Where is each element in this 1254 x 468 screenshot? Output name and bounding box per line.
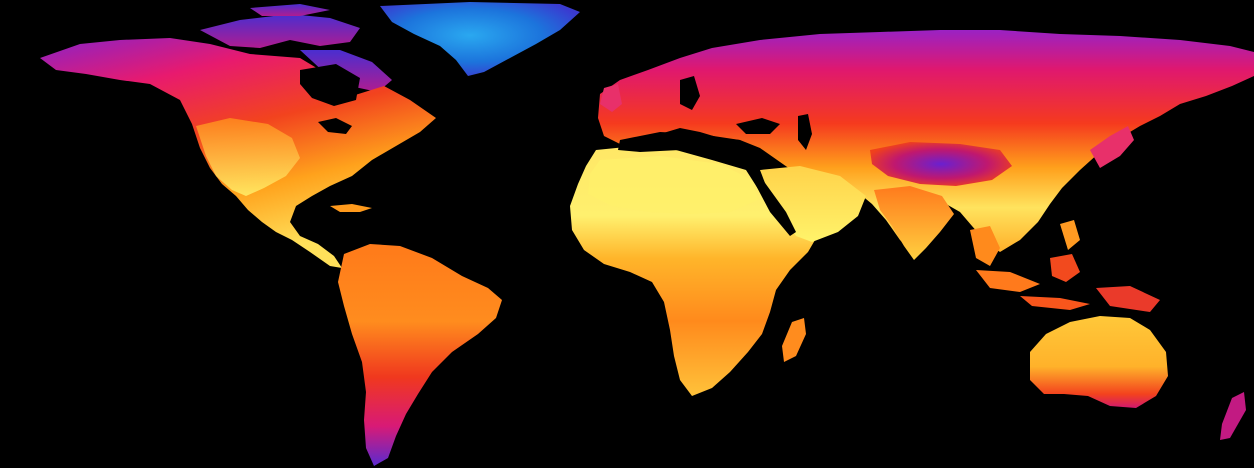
australia bbox=[1030, 316, 1168, 408]
indian-subcontinent bbox=[874, 186, 954, 260]
great-lakes bbox=[318, 118, 352, 134]
japan bbox=[1090, 126, 1134, 168]
caspian-sea bbox=[798, 114, 812, 150]
caribbean-islands bbox=[330, 204, 372, 212]
greenland bbox=[380, 2, 580, 76]
tibetan-plateau bbox=[870, 142, 1012, 186]
new-zealand bbox=[1220, 392, 1246, 440]
hudson-bay bbox=[300, 64, 360, 106]
western-us-hot-zone bbox=[196, 118, 300, 196]
british-isles bbox=[600, 84, 622, 112]
south-america bbox=[338, 244, 502, 466]
black-sea bbox=[736, 118, 780, 134]
madagascar bbox=[782, 318, 806, 362]
eurasia bbox=[598, 30, 1254, 252]
southeast-asia-islands bbox=[970, 220, 1160, 312]
mediterranean-sea bbox=[618, 132, 752, 154]
sahara-hot-zone bbox=[588, 156, 758, 214]
red-sea bbox=[752, 176, 796, 236]
baltic-sea bbox=[680, 76, 700, 110]
